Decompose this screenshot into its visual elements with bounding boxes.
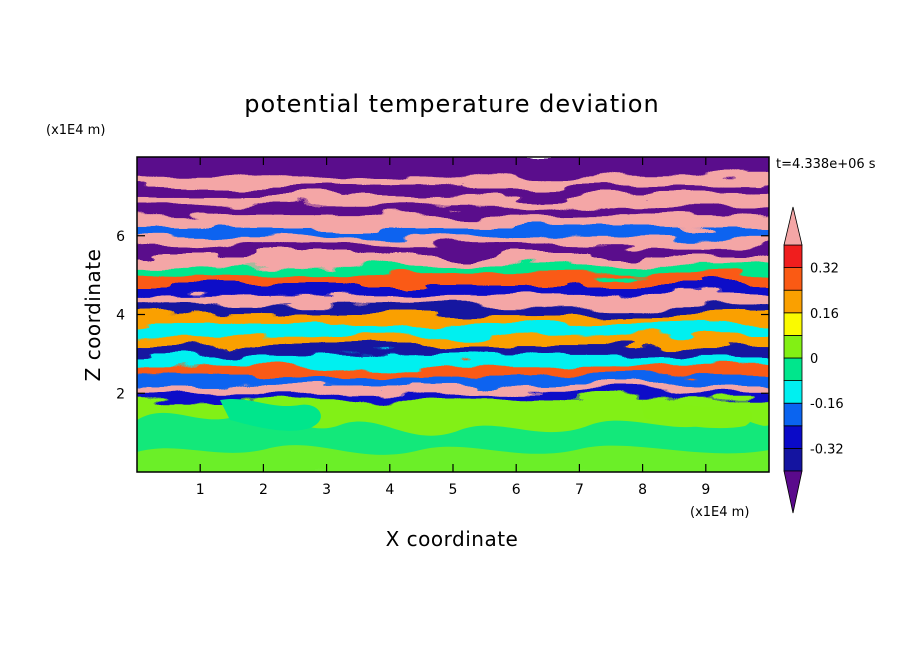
x-tick-label: 9 xyxy=(701,482,710,498)
y-tick-label: 6 xyxy=(116,229,125,245)
colorbar-tick-label: 0 xyxy=(810,352,818,367)
contour-bands xyxy=(137,157,769,472)
y-unit-label: (x1E4 m) xyxy=(46,123,105,138)
colorbar-under-arrow xyxy=(783,470,803,514)
x-tick-label: 7 xyxy=(575,482,584,498)
time-label: t=4.338e+06 s xyxy=(776,157,876,172)
x-axis-ticks: 1 2 3 4 5 6 7 8 9 xyxy=(196,157,710,498)
colorbar-segment xyxy=(783,267,803,291)
x-tick-label: 8 xyxy=(638,482,647,498)
colorbar-segment xyxy=(783,425,803,449)
plot-area xyxy=(137,157,769,472)
colorbar-segment xyxy=(783,402,803,427)
colorbar-segment xyxy=(783,244,803,269)
colorbar-tick-label: 0.32 xyxy=(810,262,839,277)
colorbar-tick-label: 0.16 xyxy=(810,307,839,322)
x-tick-label: 6 xyxy=(512,482,521,498)
colorbar-segment xyxy=(783,357,803,382)
chart-title: potential temperature deviation xyxy=(244,90,659,118)
colorbar: 0.32 0.16 0 -0.16 -0.32 xyxy=(783,206,844,514)
x-tick-label: 3 xyxy=(322,482,331,498)
colorbar-segment xyxy=(783,447,803,472)
x-tick-label: 4 xyxy=(385,482,394,498)
x-tick-label: 5 xyxy=(449,482,458,498)
x-tick-label: 1 xyxy=(196,482,205,498)
y-axis-ticks: 2 4 6 xyxy=(116,229,769,402)
y-axis-title: Z coordinate xyxy=(81,249,105,382)
colorbar-over-arrow xyxy=(783,206,803,246)
y-tick-label: 2 xyxy=(116,386,125,402)
x-tick-label: 2 xyxy=(259,482,268,498)
lower-region-patches xyxy=(137,398,769,472)
colorbar-segment xyxy=(783,312,803,336)
colorbar-segment xyxy=(783,380,803,404)
colorbar-segment xyxy=(783,289,803,314)
colorbar-tick-label: -0.32 xyxy=(810,442,844,457)
colorbar-segment xyxy=(783,334,803,359)
contour-band xyxy=(137,157,769,177)
x-unit-label: (x1E4 m) xyxy=(690,505,749,520)
colorbar-tick-label: -0.16 xyxy=(810,397,844,412)
y-tick-label: 4 xyxy=(116,308,125,324)
x-axis-title: X coordinate xyxy=(386,527,519,551)
